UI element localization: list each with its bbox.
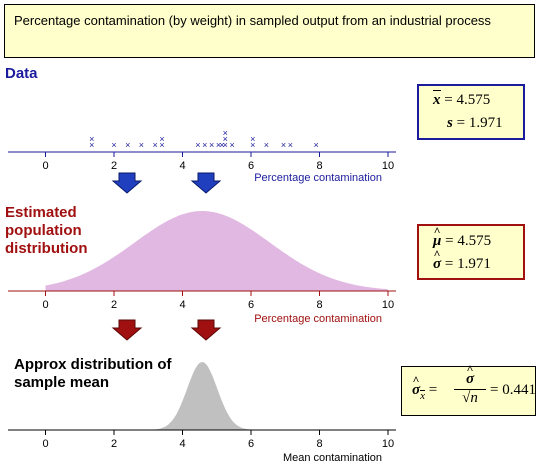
data-point-marker: ×: [250, 134, 255, 144]
data-point-marker: ×: [281, 140, 286, 150]
data-point-marker: ×: [313, 140, 318, 150]
data-point-marker: ×: [288, 140, 293, 150]
mean-tick-label: 4: [179, 438, 185, 450]
n-symbol: n: [470, 389, 478, 406]
mean-axis-label: Mean contamination: [283, 452, 382, 464]
data-point-marker: ×: [223, 134, 228, 144]
standard-error-box: ^ σ x = ^ σ √n = 0.441: [401, 362, 536, 416]
data-tick-label: 10: [382, 160, 394, 172]
data-point-marker: ×: [230, 140, 235, 150]
down-arrow: [111, 319, 143, 341]
estimated-sd-value: 1.971: [457, 256, 491, 272]
population-stats-box: ^ μ = 4.575 ^ σ = 1.971: [417, 224, 525, 280]
data-point-marker: ×: [89, 140, 94, 150]
down-arrow: [190, 172, 222, 194]
data-point-marker: ×: [223, 140, 228, 150]
data-point-marker: ×: [264, 140, 269, 150]
data-stats-box: x = 4.575 s = 1.971: [417, 84, 525, 140]
mean-tick-label: 2: [111, 438, 117, 450]
population-tick-label: 4: [179, 299, 185, 311]
population-heading: Estimated population distribution: [5, 204, 88, 257]
data-tick-label: 6: [248, 160, 254, 172]
s-symbol: s: [447, 115, 453, 131]
title-box: Percentage contamination (by weight) in …: [4, 4, 535, 58]
data-point-marker: ×: [216, 140, 221, 150]
sample-mean-value: 4.575: [456, 92, 491, 108]
data-tick-label: 4: [179, 160, 185, 172]
data-point-marker: ×: [125, 140, 130, 150]
mean-tick-label: 10: [382, 438, 394, 450]
data-tick-label: 2: [111, 160, 117, 172]
population-tick-label: 10: [382, 299, 394, 311]
data-point-marker: ×: [223, 128, 228, 138]
sigma-hat-numerator: ^ σ: [465, 362, 475, 387]
mu-hat-symbol: ^ μ: [433, 224, 442, 249]
data-point-marker: ×: [139, 140, 144, 150]
data-tick-label: 8: [316, 160, 322, 172]
data-point-marker: ×: [152, 140, 157, 150]
down-arrow: [190, 319, 222, 341]
page-title: Percentage contamination (by weight) in …: [14, 13, 491, 28]
data-point-marker: ×: [159, 134, 164, 144]
population-tick-label: 2: [111, 299, 117, 311]
sample-mean-density-curve: [45, 362, 388, 430]
data-point-marker: ×: [250, 140, 255, 150]
flow-arrows: [111, 172, 222, 341]
mean-tick-label: 8: [316, 438, 322, 450]
xbar-symbol: x: [433, 90, 441, 108]
data-tick-label: 0: [42, 160, 48, 172]
population-tick-label: 6: [248, 299, 254, 311]
sigma-hat-xbar-symbol: ^ σ: [412, 373, 421, 398]
down-arrow: [111, 172, 143, 194]
mean-tick-label: 6: [248, 438, 254, 450]
standard-error-value: 0.441: [502, 382, 536, 398]
data-point-marker: ×: [209, 140, 214, 150]
mean-tick-label: 0: [42, 438, 48, 450]
data-point-marker: ×: [202, 140, 207, 150]
estimated-mean-value: 4.575: [457, 233, 492, 249]
data-point-marker: ×: [89, 134, 94, 144]
data-point-marker: ×: [219, 140, 224, 150]
sample-sd-value: 1.971: [468, 115, 503, 131]
data-point-marker: ×: [111, 140, 116, 150]
population-tick-label: 8: [316, 299, 322, 311]
population-axis-label: Percentage contamination: [254, 313, 382, 325]
sigma-hat-symbol: ^ σ: [433, 247, 442, 272]
population-tick-label: 0: [42, 299, 48, 311]
mean-heading: Approx distribution of sample mean: [14, 356, 172, 391]
population-density-curve: [45, 211, 388, 291]
data-axis-label: Percentage contamination: [254, 172, 382, 184]
data-heading: Data: [5, 65, 38, 82]
data-point-marker: ×: [159, 140, 164, 150]
data-point-marker: ×: [195, 140, 200, 150]
